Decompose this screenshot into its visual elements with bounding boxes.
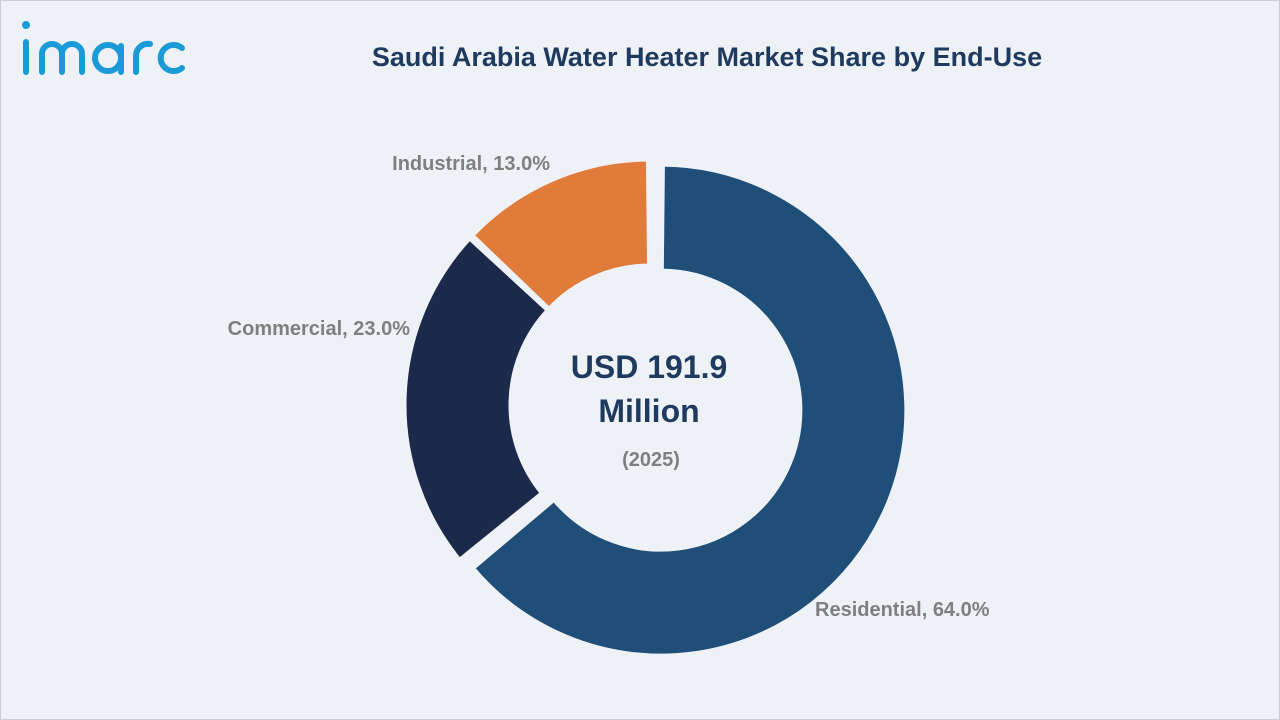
center-year: (2025)	[622, 449, 680, 471]
slice-commercial	[403, 237, 550, 562]
chart-title: Saudi Arabia Water Heater Market Share b…	[371, 42, 1043, 72]
center-label: USD 191.9 Million (2025)	[571, 349, 728, 471]
slice-labels: Residential, 64.0% Commercial, 23.0% Indus…	[228, 153, 990, 621]
donut-slices	[403, 158, 908, 657]
slice-residential	[471, 163, 908, 657]
imarc-logo: imarc	[22, 21, 185, 75]
center-value-line2: Million	[598, 393, 699, 429]
slice-label-residential: Residential, 64.0%	[815, 599, 990, 621]
slice-label-industrial: Industrial, 13.0%	[392, 153, 550, 175]
slice-industrial	[471, 158, 651, 311]
slice-label-commercial: Commercial, 23.0%	[228, 318, 411, 340]
center-value-line1: USD 191.9	[571, 349, 728, 385]
